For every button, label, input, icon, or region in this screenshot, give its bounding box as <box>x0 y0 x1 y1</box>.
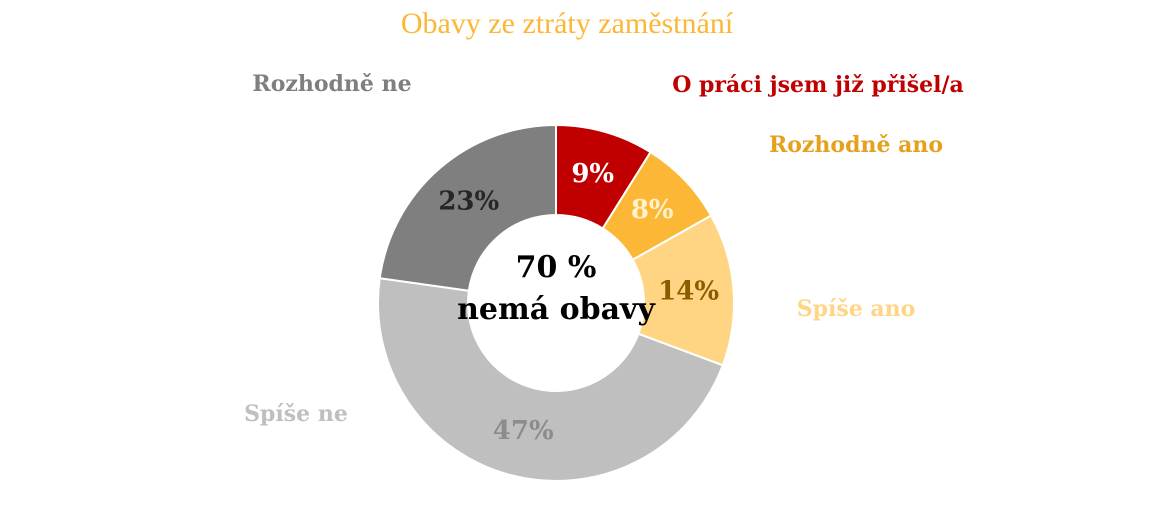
donut-slice <box>377 277 725 482</box>
category-label: Rozhodně ne <box>252 71 411 97</box>
value-label: 23% <box>438 187 499 217</box>
category-label: Spíše ano <box>797 296 916 322</box>
value-label: 14% <box>658 277 719 307</box>
value-label: 9% <box>571 159 614 189</box>
donut-slice <box>378 123 557 292</box>
center-text: nemá obavy <box>457 292 656 327</box>
center-text: 70 % <box>516 250 597 285</box>
chart-title: Obavy ze ztráty zaměstnání <box>401 7 734 40</box>
category-label: Rozhodně ano <box>769 132 943 158</box>
category-label: Spíše ne <box>244 401 348 427</box>
value-label: 47% <box>493 416 554 446</box>
value-label: 8% <box>631 195 674 225</box>
category-label: O práci jsem již přišel/a <box>672 72 964 98</box>
